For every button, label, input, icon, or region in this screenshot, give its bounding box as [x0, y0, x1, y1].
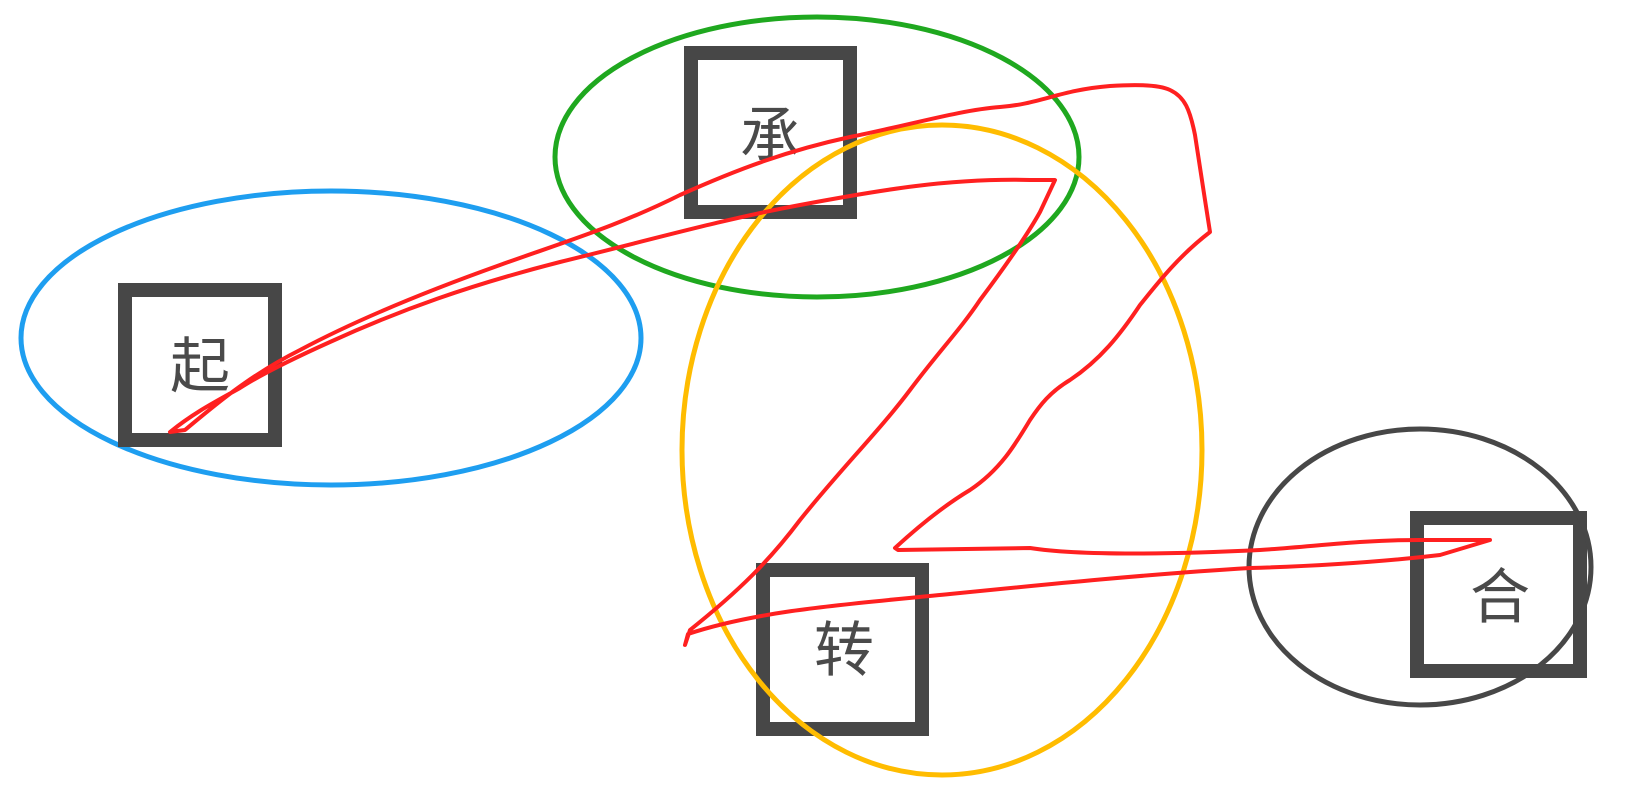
node-he: 合	[1410, 511, 1587, 678]
node-label-zhuan: 转	[814, 616, 874, 686]
node-box-zhuan	[756, 563, 929, 736]
node-zhuan: 转	[756, 563, 929, 736]
node-cheng: 承	[684, 46, 857, 219]
node-label-qi: 起	[170, 332, 230, 402]
node-box-cheng	[684, 46, 857, 219]
node-box-he	[1410, 511, 1587, 678]
flow-path	[168, 83, 1492, 647]
node-label-he: 合	[1470, 563, 1530, 633]
group-ellipse-qi	[18, 188, 644, 488]
group-ellipse-zhuan	[679, 122, 1205, 778]
group-ellipse-cheng	[552, 14, 1082, 300]
